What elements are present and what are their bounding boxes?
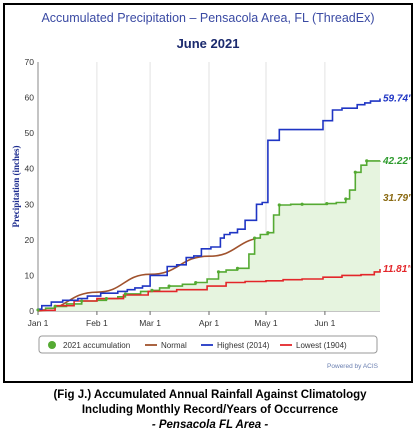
x-tick-label: Apr 1 <box>199 318 220 328</box>
credit-text: Powered by ACIS <box>327 363 379 370</box>
series-line-lowest-1904 <box>38 269 381 312</box>
series-marker-2021 <box>344 197 348 201</box>
series-marker-2021 <box>300 202 304 206</box>
y-tick-label: 60 <box>25 93 35 103</box>
chart-frame: Accumulated Precipitation – Pensacola Ar… <box>3 3 413 383</box>
chart-title: Accumulated Precipitation – Pensacola Ar… <box>41 11 374 25</box>
end-value-label: 42.22″ <box>382 156 411 167</box>
chart-subtitle: June 2021 <box>177 36 240 51</box>
y-tick-label: 40 <box>25 164 35 174</box>
series-marker-2021 <box>167 284 171 288</box>
y-tick-label: 0 <box>29 306 34 316</box>
series-marker-2021 <box>365 159 369 163</box>
end-value-label: 59.74″ <box>383 93 411 104</box>
x-tick-label: Feb 1 <box>86 318 108 328</box>
series-marker-2021 <box>104 296 108 301</box>
series-marker-2021 <box>123 292 127 296</box>
y-tick-label: 10 <box>25 270 35 280</box>
legend-label: Highest (2014) <box>217 341 270 350</box>
y-axis-label: Precipitation (inches) <box>11 145 21 227</box>
x-tick-label: Mar 1 <box>139 318 161 328</box>
series-marker-2021 <box>150 288 154 292</box>
end-value-label: 31.79″ <box>383 193 411 204</box>
y-tick-label: 70 <box>25 57 35 67</box>
x-tick-label: Jan 1 <box>28 318 49 328</box>
series-area-2021-accumulation <box>38 160 380 311</box>
legend-label: Lowest (1904) <box>296 341 347 350</box>
series-marker-2021 <box>253 236 257 240</box>
series-marker-2021 <box>277 203 281 207</box>
x-tick-label: May 1 <box>254 318 277 328</box>
series-marker-2021 <box>325 201 329 206</box>
end-value-label: 11.81″ <box>383 264 411 275</box>
series-line-highest-2014 <box>38 98 381 311</box>
series-marker-2021 <box>235 266 240 270</box>
caption-line-2: Including Monthly Record/Years of Occurr… <box>81 404 339 416</box>
series-marker-2021 <box>216 270 221 274</box>
y-tick-label: 20 <box>25 235 35 245</box>
precipitation-chart: Accumulated Precipitation – Pensacola Ar… <box>11 11 411 370</box>
legend-marker <box>48 341 56 349</box>
series-marker-2021 <box>353 170 357 174</box>
x-tick-label: Jun 1 <box>315 318 336 328</box>
y-tick-label: 50 <box>25 128 35 138</box>
series-marker-2021 <box>80 299 84 303</box>
caption-line-1: (Fig J.) Accumulated Annual Rainfall Aga… <box>53 389 367 401</box>
series-marker-2021 <box>194 280 198 285</box>
legend-label: 2021 accumulation <box>63 341 130 350</box>
series-marker-2021 <box>53 304 57 308</box>
legend-label: Normal <box>161 341 187 350</box>
y-tick-label: 30 <box>25 199 35 209</box>
caption-line-3: - Pensacola FL Area - <box>151 419 269 431</box>
series-marker-2021 <box>266 231 270 235</box>
series-marker-2021 <box>36 308 40 312</box>
